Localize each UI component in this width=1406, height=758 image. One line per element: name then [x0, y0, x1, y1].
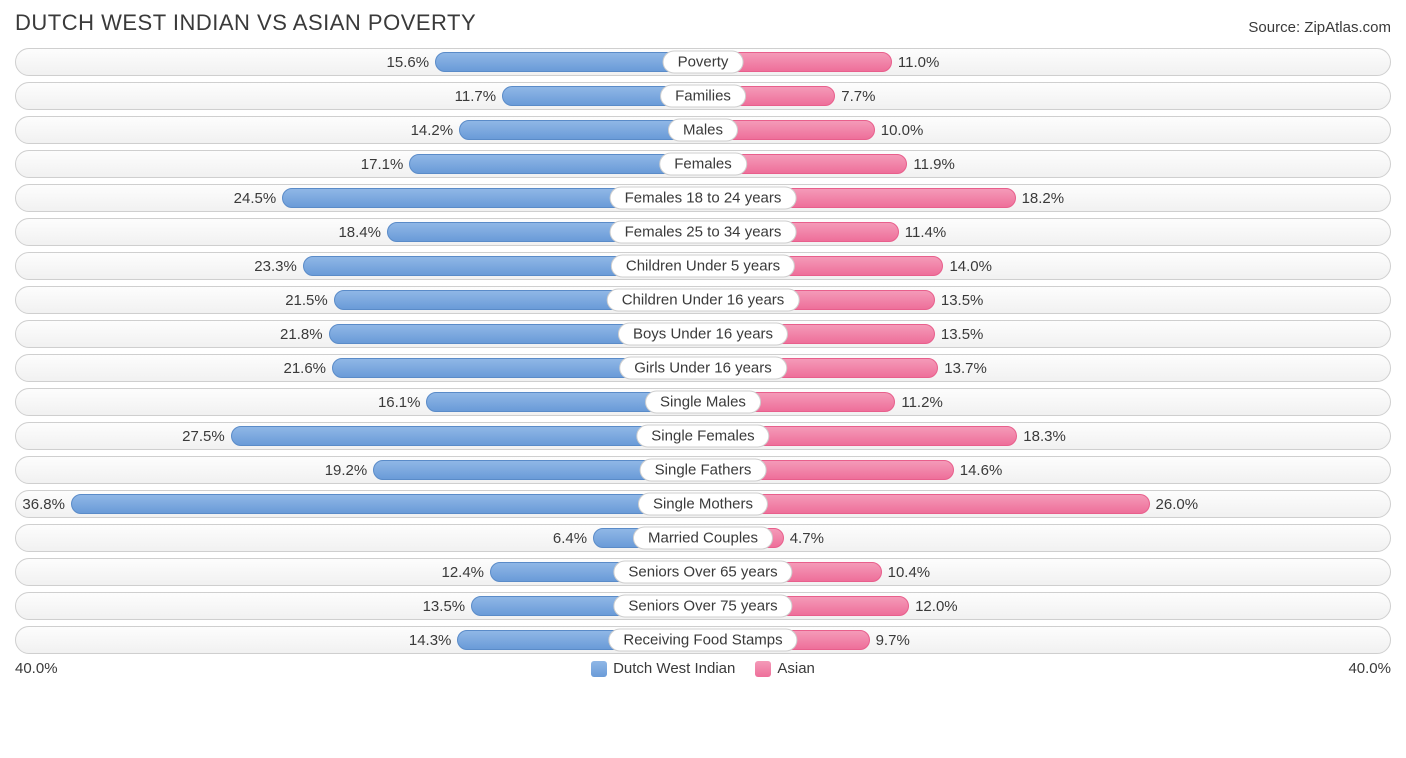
category-label: Children Under 16 years	[607, 289, 800, 312]
value-right: 4.7%	[784, 525, 824, 551]
legend-label-right: Asian	[777, 660, 815, 677]
value-left: 27.5%	[182, 423, 231, 449]
value-right: 18.2%	[1016, 185, 1065, 211]
value-left: 16.1%	[378, 389, 427, 415]
value-left: 12.4%	[441, 559, 490, 585]
value-right: 18.3%	[1017, 423, 1066, 449]
value-left: 13.5%	[423, 593, 472, 619]
category-label: Males	[668, 119, 738, 142]
legend-item-left: Dutch West Indian	[591, 660, 735, 677]
chart-footer: 40.0% Dutch West Indian Asian 40.0%	[15, 660, 1391, 677]
value-left: 19.2%	[325, 457, 374, 483]
bar-row: 21.8% 13.5% Boys Under 16 years	[15, 320, 1391, 348]
value-left: 21.5%	[285, 287, 334, 313]
value-right: 11.4%	[899, 219, 946, 245]
bar-row: 11.7% 7.7% Families	[15, 82, 1391, 110]
bar-row: 24.5% 18.2% Females 18 to 24 years	[15, 184, 1391, 212]
value-right: 26.0%	[1150, 491, 1199, 517]
category-label: Children Under 5 years	[611, 255, 795, 278]
chart-source: Source: ZipAtlas.com	[1248, 19, 1391, 36]
bar-row: 36.8% 26.0% Single Mothers	[15, 490, 1391, 518]
bar-row: 17.1% 11.9% Females	[15, 150, 1391, 178]
value-left: 24.5%	[234, 185, 283, 211]
category-label: Females 18 to 24 years	[610, 187, 797, 210]
legend-swatch-left	[591, 661, 607, 677]
value-right: 9.7%	[870, 627, 910, 653]
bar-row: 27.5% 18.3% Single Females	[15, 422, 1391, 450]
bar-row: 18.4% 11.4% Females 25 to 34 years	[15, 218, 1391, 246]
axis-right-max: 40.0%	[1348, 660, 1391, 677]
value-right: 12.0%	[909, 593, 958, 619]
value-right: 11.9%	[907, 151, 954, 177]
value-left: 21.6%	[283, 355, 332, 381]
value-left: 17.1%	[361, 151, 410, 177]
bar-row: 13.5% 12.0% Seniors Over 75 years	[15, 592, 1391, 620]
bar-left	[71, 494, 703, 514]
category-label: Single Females	[636, 425, 769, 448]
legend-swatch-right	[755, 661, 771, 677]
bar-left	[231, 426, 703, 446]
category-label: Receiving Food Stamps	[608, 629, 797, 652]
value-left: 21.8%	[280, 321, 329, 347]
value-right: 10.0%	[875, 117, 924, 143]
axis-left-max: 40.0%	[15, 660, 58, 677]
value-left: 11.7%	[455, 83, 502, 109]
bar-row: 12.4% 10.4% Seniors Over 65 years	[15, 558, 1391, 586]
category-label: Poverty	[663, 51, 744, 74]
category-label: Single Mothers	[638, 493, 768, 516]
diverging-bar-chart: 15.6%11.0%Poverty11.7%7.7%Families14.2%1…	[15, 48, 1391, 654]
bar-row: 14.3% 9.7% Receiving Food Stamps	[15, 626, 1391, 654]
category-label: Single Males	[645, 391, 761, 414]
source-prefix: Source:	[1248, 19, 1304, 36]
value-left: 14.2%	[411, 117, 460, 143]
source-name: ZipAtlas.com	[1304, 19, 1391, 36]
chart-header: DUTCH WEST INDIAN VS ASIAN POVERTY Sourc…	[15, 10, 1391, 36]
bar-row: 19.2% 14.6% Single Fathers	[15, 456, 1391, 484]
bar-row: 14.2% 10.0% Males	[15, 116, 1391, 144]
value-left: 23.3%	[254, 253, 303, 279]
category-label: Seniors Over 65 years	[613, 561, 792, 584]
value-right: 10.4%	[882, 559, 931, 585]
value-right: 13.5%	[935, 321, 984, 347]
bar-left	[459, 120, 703, 140]
legend-label-left: Dutch West Indian	[613, 660, 735, 677]
category-label: Boys Under 16 years	[618, 323, 788, 346]
legend-item-right: Asian	[755, 660, 815, 677]
legend: Dutch West Indian Asian	[591, 660, 815, 677]
value-right: 7.7%	[835, 83, 875, 109]
chart-title: DUTCH WEST INDIAN VS ASIAN POVERTY	[15, 10, 476, 36]
bar-row: 15.6% 11.0% Poverty	[15, 48, 1391, 76]
category-label: Single Fathers	[640, 459, 767, 482]
value-left: 36.8%	[22, 491, 71, 517]
category-label: Girls Under 16 years	[619, 357, 787, 380]
value-right: 11.0%	[892, 49, 939, 75]
category-label: Families	[660, 85, 746, 108]
value-right: 13.7%	[938, 355, 987, 381]
category-label: Seniors Over 75 years	[613, 595, 792, 618]
bar-row: 6.4% 4.7% Married Couples	[15, 524, 1391, 552]
bar-row: 21.5% 13.5% Children Under 16 years	[15, 286, 1391, 314]
value-right: 13.5%	[935, 287, 984, 313]
value-right: 14.0%	[943, 253, 992, 279]
value-left: 14.3%	[409, 627, 458, 653]
value-left: 15.6%	[387, 49, 436, 75]
category-label: Married Couples	[633, 527, 773, 550]
bar-row: 21.6% 13.7% Girls Under 16 years	[15, 354, 1391, 382]
category-label: Females 25 to 34 years	[610, 221, 797, 244]
value-right: 14.6%	[954, 457, 1003, 483]
value-right: 11.2%	[895, 389, 942, 415]
category-label: Females	[659, 153, 747, 176]
value-left: 6.4%	[553, 525, 593, 551]
bar-row: 16.1% 11.2% Single Males	[15, 388, 1391, 416]
bar-row: 23.3% 14.0% Children Under 5 years	[15, 252, 1391, 280]
value-left: 18.4%	[338, 219, 387, 245]
bar-right	[703, 494, 1150, 514]
